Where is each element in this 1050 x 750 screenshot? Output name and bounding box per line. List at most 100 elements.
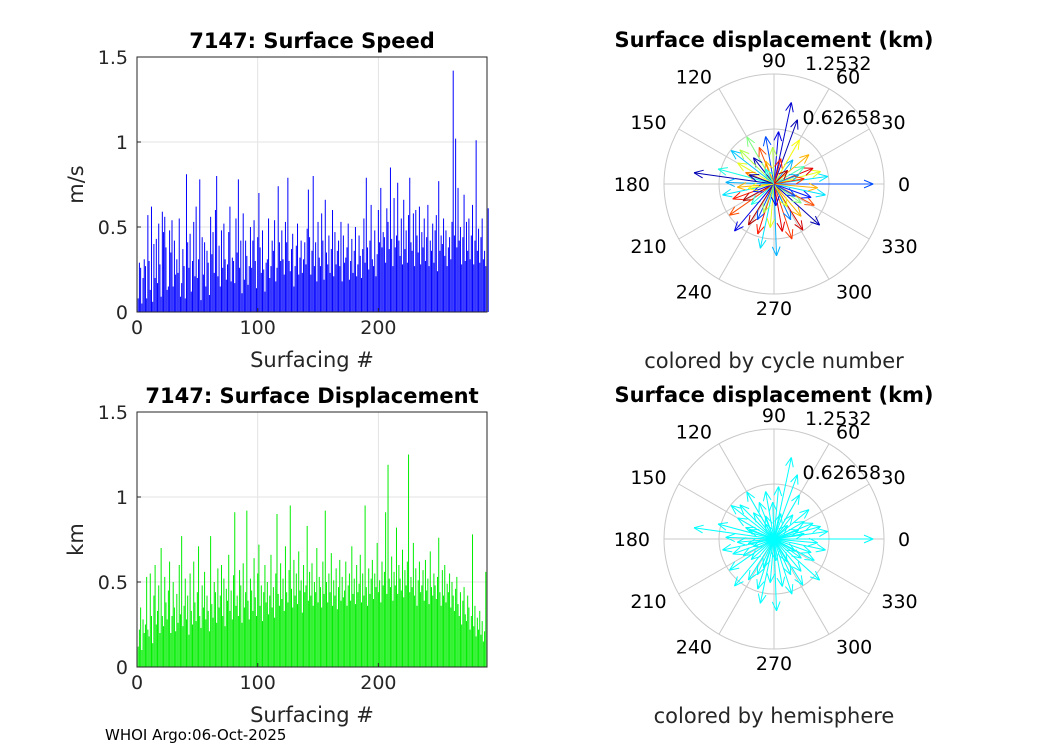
polar1-arrow	[757, 183, 775, 249]
polar1-arrow	[730, 150, 775, 185]
polar2-arrow-head	[819, 530, 829, 537]
polar1-arrow-head	[746, 136, 749, 147]
polar2-arrow-head	[803, 545, 812, 553]
polar2-arrow-head	[776, 601, 781, 612]
disp-title: 7147: Surface Displacement	[145, 384, 478, 408]
polar1-arrow	[773, 102, 794, 185]
polar2-arrow-shaft	[773, 513, 782, 540]
polar2-arrow-head	[747, 537, 757, 544]
polar2-arrow-shaft	[749, 529, 775, 540]
polar2-arrow-head	[757, 593, 761, 604]
polar2-arrow-head	[803, 509, 810, 519]
polar2-arrow-shaft	[763, 538, 775, 569]
polar2-arrow-shaft	[773, 538, 818, 544]
polar1-arrow	[773, 169, 821, 185]
polar1-arrow-head	[693, 172, 703, 179]
speed-xlabel: Surfacing #	[250, 348, 374, 372]
polar1-arrow-head	[791, 139, 800, 147]
polar1-arrow-head	[753, 191, 764, 193]
polar2-arrow-shaft	[730, 505, 775, 540]
polar1-arrow-shaft	[737, 183, 775, 188]
polar2-arrow-head	[737, 517, 744, 527]
polar1-arrow-head	[756, 224, 759, 235]
polar1-arrow-head	[785, 194, 796, 197]
polar2-spoke	[678, 538, 775, 595]
polar1-arrow-head	[814, 215, 821, 226]
polar1-arrow-head	[737, 162, 748, 165]
polar1-arrow-head	[781, 221, 786, 232]
polar2-arrow	[725, 533, 775, 542]
polar2-arrow-head	[778, 524, 788, 530]
polar1-angle-label: 270	[756, 298, 792, 320]
polar1-arrow-shaft	[749, 174, 775, 185]
polar1-arrow	[773, 158, 783, 185]
polar2-arrow-shaft	[764, 523, 775, 540]
disp-ytick-label: 1	[116, 487, 128, 509]
polar2-arrow-head	[746, 491, 756, 499]
polar2-arrow-head	[788, 528, 799, 531]
polar1-arrow	[717, 167, 775, 185]
polar1-arrow	[773, 183, 826, 198]
polar2-arrow	[770, 538, 780, 562]
polar1-arrow-head	[769, 218, 776, 228]
polar2-arrow-shaft	[773, 538, 793, 595]
polar2-arrow-head	[778, 486, 783, 497]
polar2-arrow-head	[797, 521, 805, 530]
polar2-arrow-head	[795, 533, 805, 540]
polar2-arrow-head	[783, 525, 789, 535]
polar1-arrow-head	[784, 231, 793, 240]
polar1-arrow	[734, 183, 775, 232]
disp-axes-box	[136, 411, 488, 668]
polar1-arrow	[773, 183, 796, 197]
polar1-arrow-head	[765, 160, 773, 169]
polar1-arrow-head	[732, 198, 743, 201]
polar2-arrow-shaft	[773, 538, 792, 576]
polar1-ring-label-outer: 1.2532	[805, 53, 871, 75]
polar1-arrow	[748, 173, 775, 185]
polar1-arrow	[768, 146, 778, 185]
polar1-arrow-head	[722, 194, 733, 198]
polar1-arrow-head	[788, 188, 796, 197]
polar2-arrow	[762, 538, 775, 569]
polar2-arrow-head	[756, 567, 766, 576]
polar2-arrow	[730, 505, 775, 540]
polar2-arrow-head	[757, 581, 765, 590]
polar1-arrow-shaft	[729, 183, 775, 216]
polar1-arrow-head	[810, 169, 821, 173]
polar2-arrow-shaft	[773, 486, 780, 540]
polar2-angle-label: 270	[756, 653, 792, 675]
polar1-arrow-head	[789, 159, 794, 170]
polar1-arrow-head	[817, 188, 826, 196]
polar2-arrow-head	[762, 557, 764, 568]
polar1-arrow-shaft	[773, 158, 782, 185]
polar1-arrow	[771, 183, 781, 257]
polar1-arrow-head	[778, 169, 788, 175]
polar1-arrow-shaft	[773, 183, 820, 226]
polar1-arrow	[693, 169, 775, 185]
polar2-arrow	[764, 523, 775, 540]
polar2-arrow-head	[770, 551, 777, 562]
polar1-angle-label: 120	[676, 67, 712, 89]
polar1-arrow-head	[764, 168, 773, 175]
polar2-arrow-head	[799, 509, 810, 514]
polar1-arrow-head	[722, 188, 731, 196]
polar2-arrow-head	[788, 543, 796, 552]
polar1-arrow-shaft	[750, 183, 775, 205]
polar1-arrow-head	[778, 131, 783, 142]
polar2-arrow-head	[769, 573, 776, 583]
polar1-arrow-head	[863, 179, 874, 185]
polar2-ring-label-inner: 0.62658	[802, 462, 881, 484]
polar1-arrow-shaft	[772, 147, 775, 185]
polar2-arrow	[773, 494, 800, 540]
polar1-arrow-head	[739, 149, 750, 155]
disp-ylabel: km	[64, 523, 88, 556]
polar1-arrow-head	[775, 196, 780, 207]
polar1-arrow	[773, 183, 788, 208]
polar1-arrow-shaft	[773, 183, 777, 206]
polar1-arrow-head	[783, 170, 789, 180]
polar1-arrow-head	[766, 218, 771, 228]
polar1-arrow-head	[747, 188, 758, 192]
polar1-arrow	[766, 183, 776, 228]
polar1-angle-label: 0	[898, 174, 910, 196]
polar2-arrow-shaft	[737, 517, 775, 540]
